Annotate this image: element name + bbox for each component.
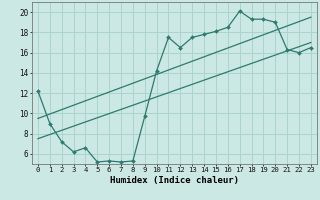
X-axis label: Humidex (Indice chaleur): Humidex (Indice chaleur) [110, 176, 239, 185]
